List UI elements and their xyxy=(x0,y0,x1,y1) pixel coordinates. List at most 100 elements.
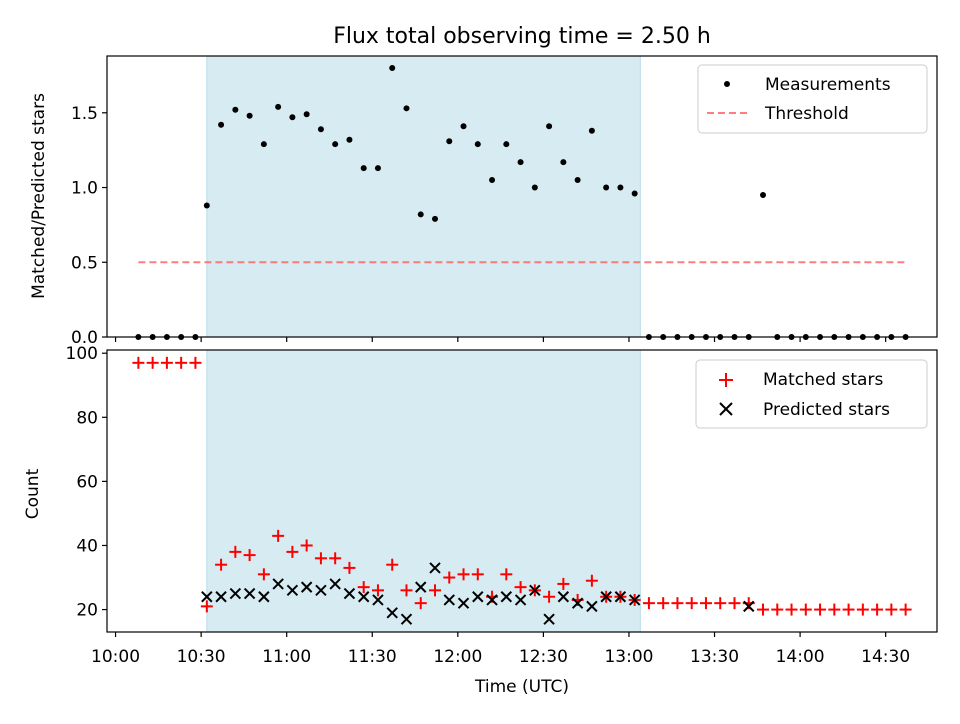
predicted-point xyxy=(315,584,327,597)
measurement-point xyxy=(232,106,239,113)
matched-point xyxy=(257,568,270,581)
measurement-point xyxy=(503,141,510,148)
bottom-x-tick-label: 11:00 xyxy=(262,647,311,667)
top-y-tick-label: 0.0 xyxy=(71,328,98,348)
predicted-point xyxy=(457,597,470,609)
matched-point xyxy=(642,597,655,610)
predicted-point xyxy=(628,594,641,606)
matched-point xyxy=(671,597,684,610)
matched-point xyxy=(343,561,356,574)
legend-measurements-label: Measurements xyxy=(765,75,891,95)
bottom-y-tick-label: 60 xyxy=(76,472,98,492)
predicted-point xyxy=(272,578,284,590)
measurement-point xyxy=(760,192,767,199)
top-y-tick-label: 1.5 xyxy=(71,104,98,124)
matched-point xyxy=(514,581,527,594)
measurement-point xyxy=(546,123,553,130)
matched-point xyxy=(685,597,698,610)
predicted-point xyxy=(258,591,270,603)
measurement-point xyxy=(574,177,581,184)
predicted-point xyxy=(500,591,513,603)
predicted-point xyxy=(614,591,627,603)
matched-point xyxy=(457,568,470,581)
matched-point xyxy=(189,356,202,369)
predicted-point xyxy=(357,591,370,603)
matched-point xyxy=(443,571,456,584)
predicted-point xyxy=(286,584,299,597)
matched-point xyxy=(300,539,313,552)
bottom-x-ticks: 10:00 10:30 11:00 11:30 12:00 12:30 13:00 13:30… xyxy=(91,632,910,667)
matched-point xyxy=(543,590,556,603)
bottom-x-tick-label: 11:30 xyxy=(348,647,397,667)
measurement-point xyxy=(531,184,538,191)
matched-point xyxy=(429,584,442,597)
matched-point xyxy=(885,603,898,616)
matched-point xyxy=(814,603,827,616)
measurement-point xyxy=(517,159,524,166)
measurement-point xyxy=(289,114,296,121)
bottom-x-tick-label: 14:30 xyxy=(861,647,910,667)
count-points xyxy=(132,356,912,625)
measurement-point xyxy=(332,141,339,148)
matched-point xyxy=(272,529,285,542)
measurement-point xyxy=(460,123,467,130)
matched-point xyxy=(400,584,413,597)
matched-point xyxy=(699,597,712,610)
bottom-x-tick-label: 12:00 xyxy=(433,647,482,667)
legend-predicted-label: Predicted stars xyxy=(763,400,890,420)
legend-predicted-marker xyxy=(719,402,733,416)
bottom-y-tick-label: 40 xyxy=(76,536,98,556)
matched-point xyxy=(414,597,427,610)
bottom-x-tick-label: 10:30 xyxy=(177,647,226,667)
measurement-point xyxy=(389,64,396,71)
measurement-point xyxy=(403,105,410,112)
predicted-point xyxy=(543,613,555,625)
predicted-point xyxy=(586,600,598,613)
top-panel: 0.0 0.5 1.0 1.5 Matched/Predicted stars Mea… xyxy=(29,55,938,348)
predicted-point xyxy=(443,594,455,606)
measurement-point xyxy=(346,136,353,143)
bottom-x-tick-label: 12:30 xyxy=(519,647,568,667)
matched-point xyxy=(160,356,173,369)
predicted-point xyxy=(386,607,398,619)
bottom-panel-frame xyxy=(106,349,938,633)
predicted-point xyxy=(343,587,356,600)
matched-point xyxy=(899,603,912,616)
predicted-point xyxy=(215,591,227,603)
matched-point xyxy=(132,356,145,369)
predicted-point xyxy=(514,594,527,606)
bottom-legend-box xyxy=(695,359,928,429)
bottom-panel: 20 40 60 80 100 10:00 10:30 11:00 11:30 12:00 12:… xyxy=(23,344,938,697)
measurement-point xyxy=(246,112,253,119)
top-panel-frame xyxy=(106,55,938,338)
predicted-point xyxy=(229,587,242,600)
predicted-point xyxy=(486,594,498,606)
matched-point xyxy=(828,603,841,616)
legend-measurements-marker xyxy=(724,81,730,87)
measurement-point xyxy=(275,103,282,110)
matched-point xyxy=(714,597,727,610)
measurement-point xyxy=(603,184,610,191)
measurement-point xyxy=(203,202,210,209)
matched-point xyxy=(200,600,213,613)
matched-point xyxy=(175,356,188,369)
legend-matched-marker xyxy=(719,373,733,387)
predicted-point xyxy=(243,587,256,600)
predicted-point xyxy=(600,591,612,603)
matched-point xyxy=(500,568,513,581)
measurement-point xyxy=(631,190,638,197)
top-y-tick-label: 1.0 xyxy=(71,179,98,199)
measurement-point xyxy=(218,121,225,128)
matched-point xyxy=(557,577,570,590)
measurement-point xyxy=(432,215,439,222)
predicted-point xyxy=(300,581,313,593)
predicted-point xyxy=(529,584,541,597)
matched-point xyxy=(371,584,384,597)
bottom-y-label: Count xyxy=(23,468,43,519)
matched-point xyxy=(799,603,812,616)
matched-point xyxy=(471,568,484,581)
matched-point xyxy=(842,603,855,616)
matched-point xyxy=(856,603,869,616)
measurement-point xyxy=(317,126,324,133)
